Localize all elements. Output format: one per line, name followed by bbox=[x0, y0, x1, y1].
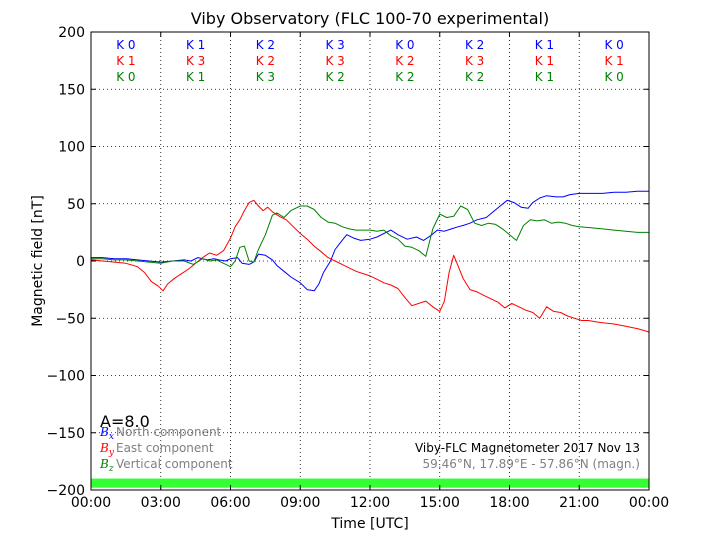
y-tick-label: −200 bbox=[47, 483, 85, 499]
x-tick-label: 09:00 bbox=[280, 495, 320, 511]
k-index-label: K 3 bbox=[256, 70, 275, 84]
k-index-label: K 2 bbox=[256, 54, 275, 68]
y-tick-label: 50 bbox=[67, 197, 85, 213]
k-index-label: K 2 bbox=[256, 38, 275, 52]
k-index-label: K 1 bbox=[535, 70, 554, 84]
status-bar-layer bbox=[91, 478, 649, 488]
legend-label-east: East component bbox=[116, 441, 214, 455]
k-index-layer: K 0 K 1 K 2 K 3 K 0 K 2 K 1 K 0 K 1 K 3 K 2 K 3 K 2 K… bbox=[116, 38, 624, 84]
k-index-label: K 2 bbox=[465, 70, 484, 84]
coordinates-info: 59.46°N, 17.89°E - 57.86°N (magn.) bbox=[423, 457, 640, 471]
y-tick-label: −150 bbox=[47, 426, 85, 442]
x-tick-label: 21:00 bbox=[559, 495, 599, 511]
x-tick-label: 03:00 bbox=[141, 495, 181, 511]
grid-lines bbox=[91, 32, 649, 490]
y-tick-label: 100 bbox=[58, 140, 85, 156]
k-index-label: K 3 bbox=[325, 38, 344, 52]
a-index-label: A=8.0 bbox=[100, 412, 150, 431]
k-index-label: K 2 bbox=[395, 54, 414, 68]
legend-entry-east: By East component bbox=[99, 441, 214, 458]
series-layer bbox=[90, 190, 650, 333]
legend-label-north: North component bbox=[116, 425, 222, 439]
legend: Bx North component By East component Bz … bbox=[99, 425, 233, 474]
y-tick-label: 200 bbox=[58, 25, 85, 41]
axis-ticks: 00:00 03:00 06:00 09:00 12:00 15:00 18:00 21:00… bbox=[47, 25, 670, 511]
k-index-label: K 0 bbox=[395, 38, 414, 52]
k-index-label: K 3 bbox=[186, 54, 205, 68]
k-index-label: K 2 bbox=[465, 38, 484, 52]
y-axis-label: Magnetic field [nT] bbox=[30, 195, 46, 327]
legend-subscript-vertical: z bbox=[108, 464, 114, 474]
k-index-label: K 1 bbox=[116, 54, 135, 68]
legend-subscript-east: y bbox=[108, 448, 115, 458]
x-tick-label: 00:00 bbox=[629, 495, 669, 511]
k-index-label: K 1 bbox=[604, 54, 623, 68]
x-tick-label: 06:00 bbox=[210, 495, 250, 511]
x-tick-label: 00:00 bbox=[71, 495, 111, 511]
k-index-label: K 0 bbox=[116, 38, 135, 52]
legend-symbol-east: By bbox=[99, 441, 115, 458]
k-index-label: K 0 bbox=[604, 38, 623, 52]
x-tick-label: 12:00 bbox=[350, 495, 390, 511]
series-line-vertical-component bbox=[91, 205, 649, 268]
k-index-label: K 1 bbox=[186, 70, 205, 84]
activity-status-bar bbox=[91, 478, 649, 488]
legend-subscript-north: x bbox=[109, 432, 114, 442]
x-tick-label: 15:00 bbox=[420, 495, 460, 511]
k-index-label: K 2 bbox=[395, 70, 414, 84]
y-tick-label: −100 bbox=[47, 369, 85, 385]
k-index-label: K 1 bbox=[535, 38, 554, 52]
k-index-label: K 0 bbox=[116, 70, 135, 84]
legend-label-vertical: Vertical component bbox=[116, 457, 233, 471]
magnetometer-info: Viby-FLC Magnetometer 2017 Nov 13 bbox=[415, 441, 640, 455]
k-index-label: K 3 bbox=[465, 54, 484, 68]
y-tick-label: −50 bbox=[55, 311, 85, 327]
x-axis-label: Time [UTC] bbox=[330, 516, 408, 532]
y-tick-label: 150 bbox=[58, 82, 85, 98]
k-index-label: K 1 bbox=[186, 38, 205, 52]
legend-entry-vertical: Bz Vertical component bbox=[99, 457, 233, 474]
legend-symbol-vertical: Bz bbox=[99, 457, 114, 474]
x-tick-label: 18:00 bbox=[489, 495, 529, 511]
y-tick-label: 0 bbox=[76, 254, 85, 270]
k-index-label: K 1 bbox=[535, 54, 554, 68]
legend-entry-north: Bx North component bbox=[99, 425, 222, 442]
chart-title: Viby Observatory (FLC 100-70 experimenta… bbox=[191, 9, 550, 28]
series-line-north-component bbox=[91, 190, 649, 292]
k-index-label: K 2 bbox=[325, 70, 344, 84]
k-index-label: K 0 bbox=[604, 70, 623, 84]
k-index-label: K 3 bbox=[325, 54, 344, 68]
